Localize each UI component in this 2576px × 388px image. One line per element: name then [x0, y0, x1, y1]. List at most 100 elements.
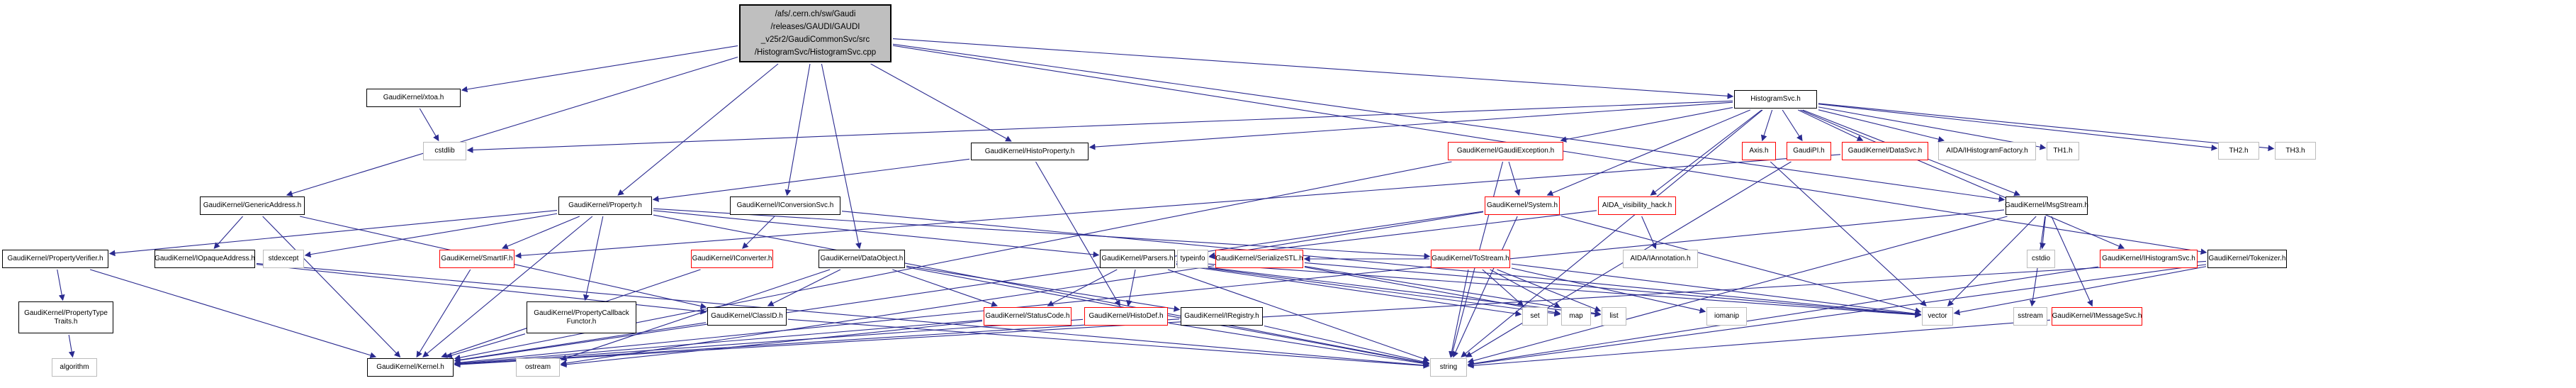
node-ihistogramsvc[interactable]: GaudiKernel/IHistogramSvc.h [2100, 250, 2198, 268]
edge-parsers-list [1176, 263, 1602, 318]
node-iopaqueaddress[interactable]: GaudiKernel/IOpaqueAddress.h [154, 250, 255, 268]
node-histodef[interactable]: GaudiKernel/HistoDef.h [1084, 307, 1168, 326]
edge-property-propertycallback [583, 216, 604, 301]
node-dataobject[interactable]: GaudiKernel/DataObject.h [819, 250, 905, 268]
edge-histodef-string [1169, 323, 1430, 367]
edge-histogramsvc_h-th2 [1818, 104, 2218, 151]
node-label: GaudiKernel/PropertyType [24, 309, 108, 317]
node-label: map [1569, 312, 1583, 320]
node-tostream[interactable]: GaudiKernel/ToStream.h [1431, 250, 1510, 268]
node-system[interactable]: GaudiKernel/System.h [1485, 196, 1560, 215]
node-string[interactable]: string [1430, 358, 1467, 377]
edge-histogramsvc_h-gaudiexception [1560, 107, 1733, 143]
node-algorithm[interactable]: algorithm [52, 358, 97, 377]
edge-statuscode-kernel [454, 319, 983, 367]
node-label: iomanip [1714, 312, 1740, 320]
edge-genericaddress-kernel [262, 216, 401, 357]
node-label: _v25r2/GaudiCommonSvc/src [760, 35, 870, 44]
node-msgstream[interactable]: GaudiKernel/MsgStream.h [2005, 196, 2088, 215]
node-ostream[interactable]: ostream [516, 358, 560, 377]
edge-parsers-map [1176, 263, 1561, 317]
node-typeinfo[interactable]: typeinfo [1177, 250, 1208, 268]
node-label: AIDA/IAnnotation.h [1630, 255, 1691, 262]
node-imessagesvc[interactable]: GaudiKernel/IMessageSvc.h [2052, 307, 2142, 326]
node-aida_vis[interactable]: AIDA_visibility_hack.h [1598, 196, 1676, 215]
node-label: stdexcept [268, 255, 299, 262]
node-statuscode[interactable]: GaudiKernel/StatusCode.h [984, 307, 1072, 326]
node-ihistfactory[interactable]: AIDA/IHistogramFactory.h [1938, 142, 2036, 160]
node-vector[interactable]: vector [1922, 307, 1953, 326]
edge-parsers-histodef [1126, 269, 1136, 307]
node-label: GaudiKernel/IConverter.h [692, 255, 772, 262]
node-iregistry[interactable]: GaudiKernel/IRegistry.h [1181, 307, 1263, 326]
edge-iconversionsvc-vector [841, 211, 1922, 318]
node-property[interactable]: GaudiKernel/Property.h [558, 196, 652, 215]
edge-histogramsvc_h-th1 [1818, 106, 2047, 150]
node-iconversionsvc[interactable]: GaudiKernel/IConversionSvc.h [730, 196, 840, 215]
node-histogramsvc_h[interactable]: HistogramSvc.h [1734, 90, 1817, 109]
node-gaudipi[interactable]: GaudiPI.h [1787, 142, 1831, 160]
node-label: GaudiPI.h [1793, 147, 1825, 155]
edge-system-vector [1560, 216, 1922, 314]
edge-tostream-iomanip [1511, 267, 1706, 314]
edge-property-kernel [422, 216, 593, 357]
edge-iregistry-string [1264, 325, 1430, 365]
node-genericaddress[interactable]: GaudiKernel/GenericAddress.h [200, 196, 305, 215]
edge-msgstream-vector [1947, 216, 2037, 306]
node-th1[interactable]: TH1.h [2047, 142, 2079, 160]
edge-property-smartif [501, 216, 580, 250]
node-label: TH1.h [2053, 147, 2073, 155]
node-label: GaudiKernel/Kernel.h [376, 363, 444, 371]
node-set[interactable]: set [1522, 307, 1548, 326]
edge-dataobject-classid [767, 269, 841, 306]
node-label: GaudiKernel/PropertyCallback [534, 309, 629, 317]
node-iannotation[interactable]: AIDA/IAnnotation.h [1623, 250, 1698, 268]
node-label: GaudiKernel/DataSvc.h [1847, 147, 1923, 155]
node-gaudiexception[interactable]: GaudiKernel/GaudiException.h [1448, 142, 1563, 160]
node-label: GaudiKernel/ClassID.h [711, 312, 783, 320]
node-th2[interactable]: TH2.h [2218, 142, 2259, 160]
edge-serializestl-vector [1304, 262, 1922, 318]
node-datasvc[interactable]: GaudiKernel/DataSvc.h [1842, 142, 1928, 160]
node-map[interactable]: map [1561, 307, 1591, 326]
node-cstdlib[interactable]: cstdlib [423, 142, 466, 160]
node-th3[interactable]: TH3.h [2275, 142, 2316, 160]
node-label: GaudiKernel/GenericAddress.h [203, 201, 302, 209]
node-tokenizer[interactable]: GaudiKernel/Tokenizer.h [2207, 250, 2287, 268]
node-sstream[interactable]: sstream [2013, 307, 2047, 326]
node-kernel[interactable]: GaudiKernel/Kernel.h [367, 358, 454, 377]
edge-histogramsvc_h-system [1546, 109, 1750, 196]
node-cstdio[interactable]: cstdio [2027, 250, 2055, 268]
edge-tostream-map [1490, 269, 1561, 309]
node-iomanip[interactable]: iomanip [1706, 307, 1747, 326]
node-histoproperty[interactable]: GaudiKernel/HistoProperty.h [971, 143, 1089, 160]
edge-dataobject-ostream [560, 269, 831, 361]
node-propertytypetraits[interactable]: GaudiKernel/PropertyType Traits.h [18, 301, 113, 333]
node-propertycallback[interactable]: GaudiKernel/PropertyCallback Functor.h [527, 301, 636, 333]
edge-msgstream-imessagesvc [2051, 216, 2093, 307]
node-smartif[interactable]: GaudiKernel/SmartIF.h [439, 250, 514, 268]
edge-classid-kernel [454, 322, 707, 363]
node-label: vector [1928, 312, 1947, 320]
node-label: AIDA_visibility_hack.h [1602, 201, 1672, 209]
node-stdexcept[interactable]: stdexcept [263, 250, 304, 268]
edge-iconversionsvc-iconverter [742, 216, 775, 249]
node-propertyverifier[interactable]: GaudiKernel/PropertyVerifier.h [2, 250, 108, 268]
node-root[interactable]: /afs/.cern.ch/sw/Gaudi/releases/GAUDI/GA… [739, 4, 892, 62]
node-xtoa[interactable]: GaudiKernel/xtoa.h [366, 89, 461, 107]
edge-genericaddress-iopaqueaddress [213, 216, 244, 249]
edge-xtoa-cstdlib [419, 108, 439, 142]
edge-property-string [653, 214, 1430, 366]
node-classid[interactable]: GaudiKernel/ClassID.h [707, 307, 787, 326]
edge-histogramsvc_h-ihistfactory [1818, 109, 1945, 143]
edge-histodef-kernel [454, 318, 1084, 367]
node-list[interactable]: list [1602, 307, 1626, 326]
edge-histogramsvc_h-aida_vis [1650, 109, 1762, 196]
node-label: GaudiKernel/MsgStream.h [2005, 201, 2088, 209]
node-label: TH3.h [2285, 146, 2305, 155]
node-iconverter[interactable]: GaudiKernel/IConverter.h [691, 250, 773, 268]
node-parsers[interactable]: GaudiKernel/Parsers.h [1100, 250, 1175, 268]
node-axis[interactable]: Axis.h [1742, 142, 1776, 160]
node-serializestl[interactable]: GaudiKernel/SerializeSTL.h [1215, 250, 1303, 268]
